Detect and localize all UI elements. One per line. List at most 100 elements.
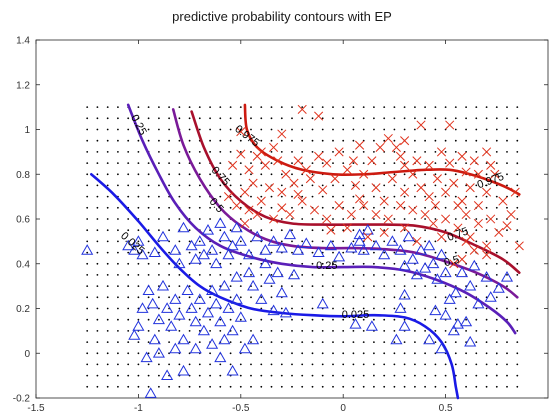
grid-point <box>229 262 232 265</box>
grid-point <box>444 341 447 343</box>
grid-point <box>219 184 222 187</box>
triangle-marker <box>144 387 157 398</box>
grid-point <box>506 374 508 377</box>
grid-point <box>96 274 99 276</box>
grid-point <box>270 173 273 176</box>
grid-point <box>342 162 345 165</box>
grid-point <box>444 374 447 377</box>
grid-point <box>352 296 355 299</box>
grid-point <box>383 240 386 243</box>
grid-point <box>178 274 181 276</box>
grid-point <box>96 184 99 187</box>
grid-point <box>444 330 447 332</box>
triangle-marker <box>439 308 452 320</box>
grid-point <box>86 374 89 377</box>
grid-point <box>260 307 263 310</box>
grid-point <box>342 151 345 153</box>
grid-point <box>373 229 375 232</box>
grid-point <box>301 385 304 388</box>
grid-point <box>342 318 345 321</box>
grid-point <box>454 251 457 254</box>
grid-point <box>506 184 508 187</box>
grid-point <box>434 139 437 142</box>
grid-point <box>454 106 457 108</box>
grid-point <box>198 385 201 388</box>
grid-point <box>342 296 345 299</box>
grid-point <box>454 128 457 131</box>
grid-point <box>516 318 519 321</box>
grid-point <box>86 151 89 153</box>
grid-point <box>137 363 140 366</box>
grid-point <box>127 330 130 332</box>
grid-point <box>219 274 222 276</box>
cross-marker <box>486 214 496 224</box>
cross-marker <box>277 187 287 197</box>
grid-point <box>321 262 324 265</box>
triangle-marker <box>435 248 448 260</box>
grid-point <box>332 251 334 254</box>
cross-marker <box>342 165 352 175</box>
grid-point <box>495 195 498 198</box>
grid-point <box>229 229 232 232</box>
grid-point <box>86 318 89 321</box>
triangle-marker <box>169 342 182 354</box>
grid-point <box>485 173 488 176</box>
grid-point <box>403 318 406 321</box>
grid-point <box>219 128 222 131</box>
grid-point <box>342 206 345 209</box>
grid-point <box>373 363 375 366</box>
cross-marker <box>232 201 242 211</box>
triangle-marker <box>394 302 407 313</box>
cross-marker <box>461 167 471 177</box>
grid-point <box>311 218 314 220</box>
grid-point <box>280 117 283 120</box>
grid-point <box>280 285 283 287</box>
grid-point <box>147 296 150 299</box>
triangle-marker <box>263 273 276 284</box>
grid-point <box>147 106 150 108</box>
y-tick-label: 1.4 <box>16 36 30 47</box>
grid-point <box>342 229 345 232</box>
cross-marker <box>473 169 483 179</box>
grid-point <box>291 139 293 142</box>
contour-label: 0.75 <box>209 165 232 189</box>
grid-point <box>188 330 191 332</box>
grid-point <box>403 385 406 388</box>
triangle-marker <box>345 241 358 253</box>
grid-point <box>506 151 508 153</box>
grid-point <box>495 352 498 355</box>
grid-point <box>198 341 201 343</box>
triangle-marker <box>148 246 161 257</box>
grid-point <box>198 218 201 220</box>
cross-marker <box>400 160 410 170</box>
grid-point <box>219 173 222 176</box>
grid-point <box>219 385 222 388</box>
grid-point <box>393 195 396 198</box>
grid-point <box>393 139 396 142</box>
grid-point <box>373 251 375 254</box>
grid-point <box>239 296 242 299</box>
grid-point <box>362 307 365 310</box>
cross-marker <box>436 232 447 242</box>
triangle-marker <box>206 244 219 255</box>
grid-point <box>127 229 130 232</box>
chart-title: predictive probability contours with EP <box>172 9 392 24</box>
grid-point <box>352 330 355 332</box>
grid-point <box>475 274 478 276</box>
grid-point <box>516 128 519 131</box>
grid-point <box>485 106 488 108</box>
grid-point <box>106 195 109 198</box>
grid-point <box>414 151 416 153</box>
grid-point <box>444 385 447 388</box>
grid-point <box>362 285 365 287</box>
triangle-marker <box>132 235 145 246</box>
grid-point <box>321 229 324 232</box>
triangle-marker <box>398 288 411 300</box>
grid-point <box>291 251 293 254</box>
grid-point <box>485 262 488 265</box>
contour-line-0-5 <box>171 108 519 299</box>
grid-point <box>239 274 242 276</box>
grid-point <box>168 184 171 187</box>
grid-point <box>127 262 130 265</box>
triangle-marker <box>312 246 325 257</box>
